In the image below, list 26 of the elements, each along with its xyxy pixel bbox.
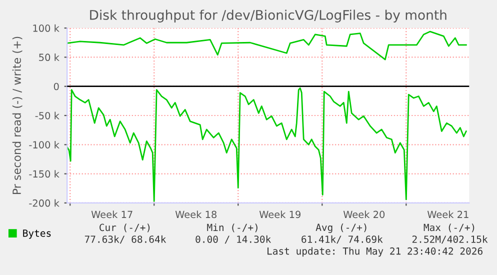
- y-tick-label: 100 k: [33, 24, 60, 32]
- line-series: [67, 30, 467, 60]
- legend-label: Bytes: [23, 230, 51, 239]
- y-tick-label: -50 k: [35, 112, 60, 120]
- text: 61.41k/ 74.69k: [302, 235, 383, 244]
- text: Max (-/+): [424, 224, 474, 232]
- chart-title: Disk throughput for /dev/BionicVG/LogFiles - by month: [90, 10, 446, 22]
- text: Last update: Thu May 21 23:40:42 2026: [268, 247, 482, 257]
- x-tick-label: Week 19: [259, 210, 300, 218]
- x-tick-label: Week 21: [427, 210, 468, 218]
- y-tick-label: 50 k: [39, 54, 60, 62]
- text: Avg (-/+): [316, 224, 366, 233]
- text: 2.52M/402.15k: [412, 235, 488, 244]
- line-series: [67, 87, 467, 202]
- y-tick-label: -200 k: [29, 199, 60, 207]
- x-tick-label: Week 18: [175, 210, 216, 218]
- text: Min (-/+): [207, 224, 258, 232]
- x-tick-label: Week 17: [91, 210, 132, 218]
- text: 0.00 / 14.30k: [196, 235, 271, 244]
- text: 77.63k/ 68.64k: [84, 235, 166, 244]
- y-tick-label: 0: [54, 82, 59, 90]
- y-tick-label: -100 k: [29, 140, 60, 148]
- text: Cur (-/+): [100, 224, 150, 232]
- y-tick-label: -150 k: [29, 170, 60, 178]
- y-axis-title: Pr second read (-) / write (+): [12, 36, 22, 194]
- x-tick-label: Week 20: [343, 210, 385, 218]
